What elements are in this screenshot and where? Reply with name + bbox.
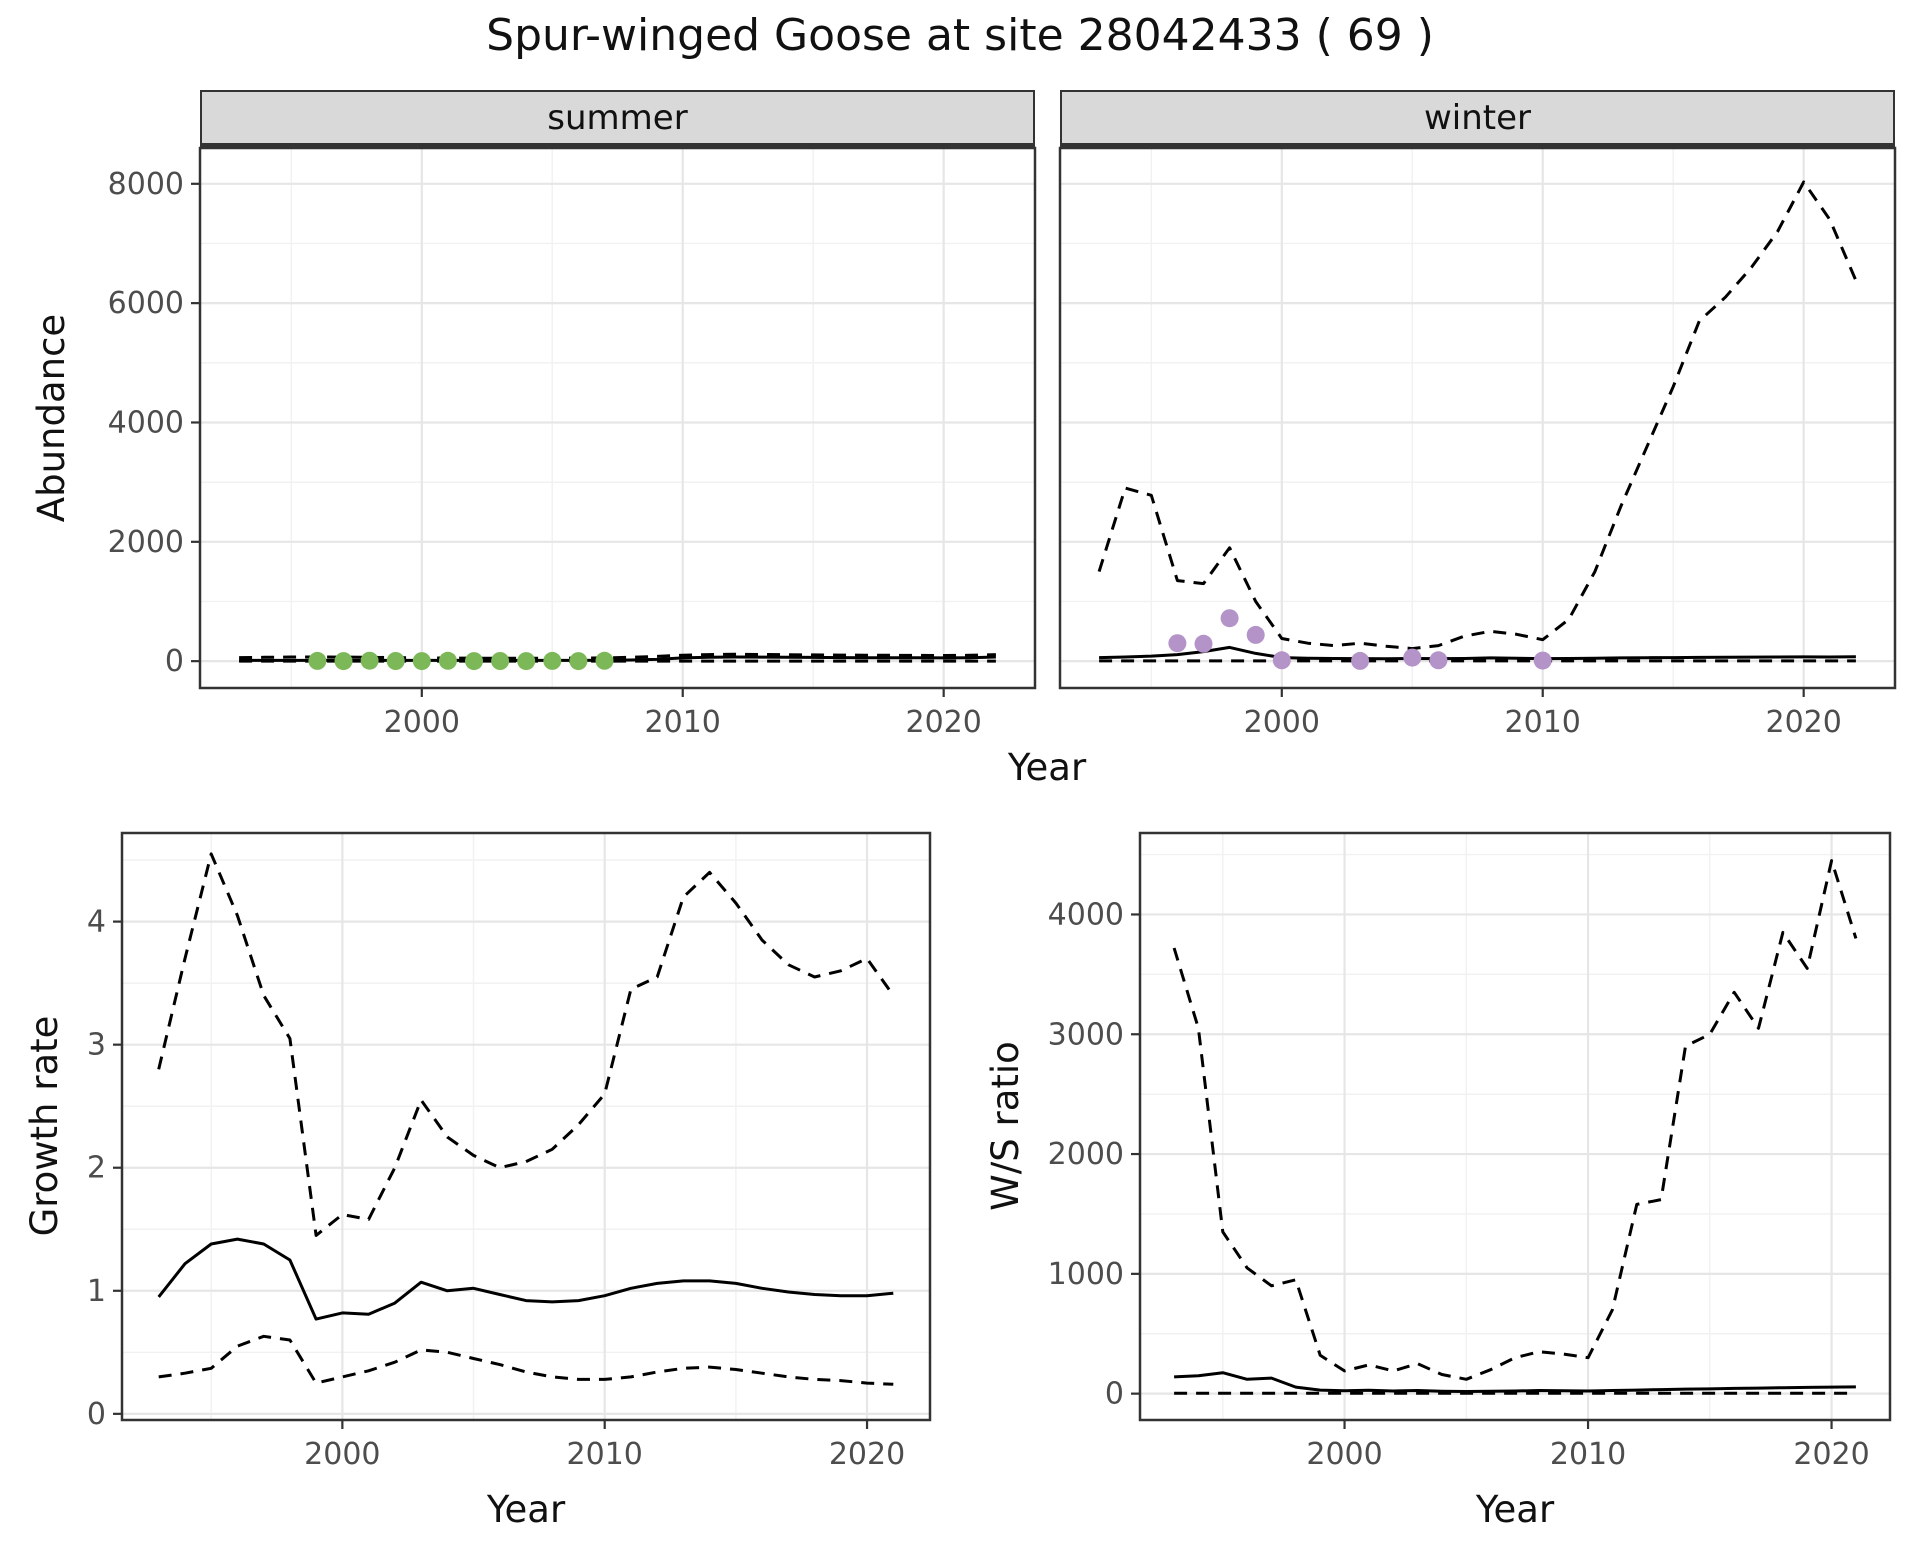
summer-observed-counts-point [386,652,405,670]
y-tick-label: 4 [87,905,106,940]
winter-observed-counts-point [1403,648,1422,667]
panel-background [1060,148,1895,688]
winter-observed-counts-point [1220,609,1239,628]
panel-background [200,148,1035,688]
series-modelled-abundance [1099,645,1856,661]
panel-abundance-summer: 2000 2010 2020 0 2000 4000 6000 8000 [108,146,1037,740]
winter-observed-counts-point [1246,625,1265,644]
y-tick-label: 2000 [108,525,184,560]
panel-border [120,831,932,1422]
y-tick-label: 1000 [1048,1257,1124,1292]
y-tick-label: 3 [87,1028,106,1063]
summer-observed-counts-point [517,652,536,671]
summer-observed-counts-point [543,651,562,670]
x-tick-label: 2000 [304,1437,380,1472]
winter-observed-counts-point [1533,651,1552,670]
series-upper-ci [1097,180,1858,651]
summer-observed-counts-point [360,651,379,670]
summer-observed-counts-point [491,652,510,670]
panel-growth-rate: 2000 2010 2020 0 1 2 3 4 [87,831,932,1472]
y-tick-label: 0 [1105,1377,1124,1412]
winter-observed-counts-point [1194,634,1213,653]
x-tick-label: 2020 [905,705,981,740]
summer-observed-counts-point [334,652,353,671]
x-tick-label: 2010 [645,705,721,740]
y-tick-label: 2 [87,1151,106,1186]
series-upper-ci [1172,859,1858,1381]
x-axis-title-ws-ratio: Year [1475,1488,1555,1531]
facet-strip-summer: summer [200,90,1035,148]
winter-observed-counts-point [1168,634,1187,653]
x-tick-label: 2010 [1505,705,1581,740]
series-ws-ratio-estimate [1174,1371,1856,1393]
x-tick-label: 2020 [1793,1437,1869,1472]
x-tick-label: 2020 [829,1437,905,1472]
series-lower-ci [158,1334,894,1386]
x-axis-title-abundance: Year [1007,746,1087,789]
y-tick-label: 1 [87,1274,106,1309]
y-tick-label: 0 [87,1397,106,1432]
panel-background [1140,833,1890,1420]
winter-observed-counts-point [1429,651,1448,670]
y-tick-label: 4000 [108,405,184,440]
summer-observed-counts-point [412,652,431,671]
y-axis-title-abundance: Abundance [30,313,73,523]
summer-observed-counts-point [465,652,483,671]
series-upper-ci [239,652,996,660]
x-tick-label: 2000 [384,705,460,740]
winter-observed-counts-point [1272,651,1291,670]
panel-border [1138,831,1892,1422]
y-tick-label: 3000 [1048,1017,1124,1052]
summer-observed-counts-point [438,651,457,670]
winter-observed-counts-point [1351,651,1370,670]
x-tick-label: 2000 [1306,1437,1382,1472]
summer-observed-counts-point [308,651,327,670]
panel-abundance-winter: 2000 2010 2020 [1058,146,1897,740]
y-tick-label: 6000 [108,286,184,321]
x-axis-title-growth-rate: Year [486,1488,566,1531]
panel-border [198,146,1037,690]
summer-observed-counts-point [569,652,588,671]
y-axis-title-growth-rate: Growth rate [23,1015,66,1237]
y-tick-label: 0 [165,644,184,679]
series-growth-rate-estimate [157,1237,894,1321]
panel-background [122,833,930,1420]
summer-observed-counts-point [595,651,614,670]
series-upper-ci [157,852,895,1237]
plot-title: Spur-winged Goose at site 28042433 ( 69 … [486,10,1434,61]
x-tick-label: 2020 [1765,705,1841,740]
x-tick-label: 2000 [1244,705,1320,740]
panel-border [1058,146,1897,690]
y-axis-title-ws-ratio: W/S ratio [984,1041,1027,1211]
facet-strip-winter: winter [1060,90,1895,148]
x-tick-label: 2010 [1550,1437,1626,1472]
y-tick-label: 8000 [108,167,184,202]
y-tick-label: 4000 [1048,897,1124,932]
panel-ws-ratio: 2000 2010 2020 0 1000 2000 3000 4000 [1048,831,1892,1472]
x-tick-label: 2010 [567,1437,643,1472]
y-tick-label: 2000 [1048,1137,1124,1172]
